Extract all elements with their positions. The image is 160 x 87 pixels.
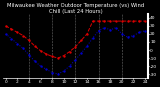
Title: Milwaukee Weather Outdoor Temperature (vs) Wind Chill (Last 24 Hours): Milwaukee Weather Outdoor Temperature (v… bbox=[7, 3, 144, 14]
